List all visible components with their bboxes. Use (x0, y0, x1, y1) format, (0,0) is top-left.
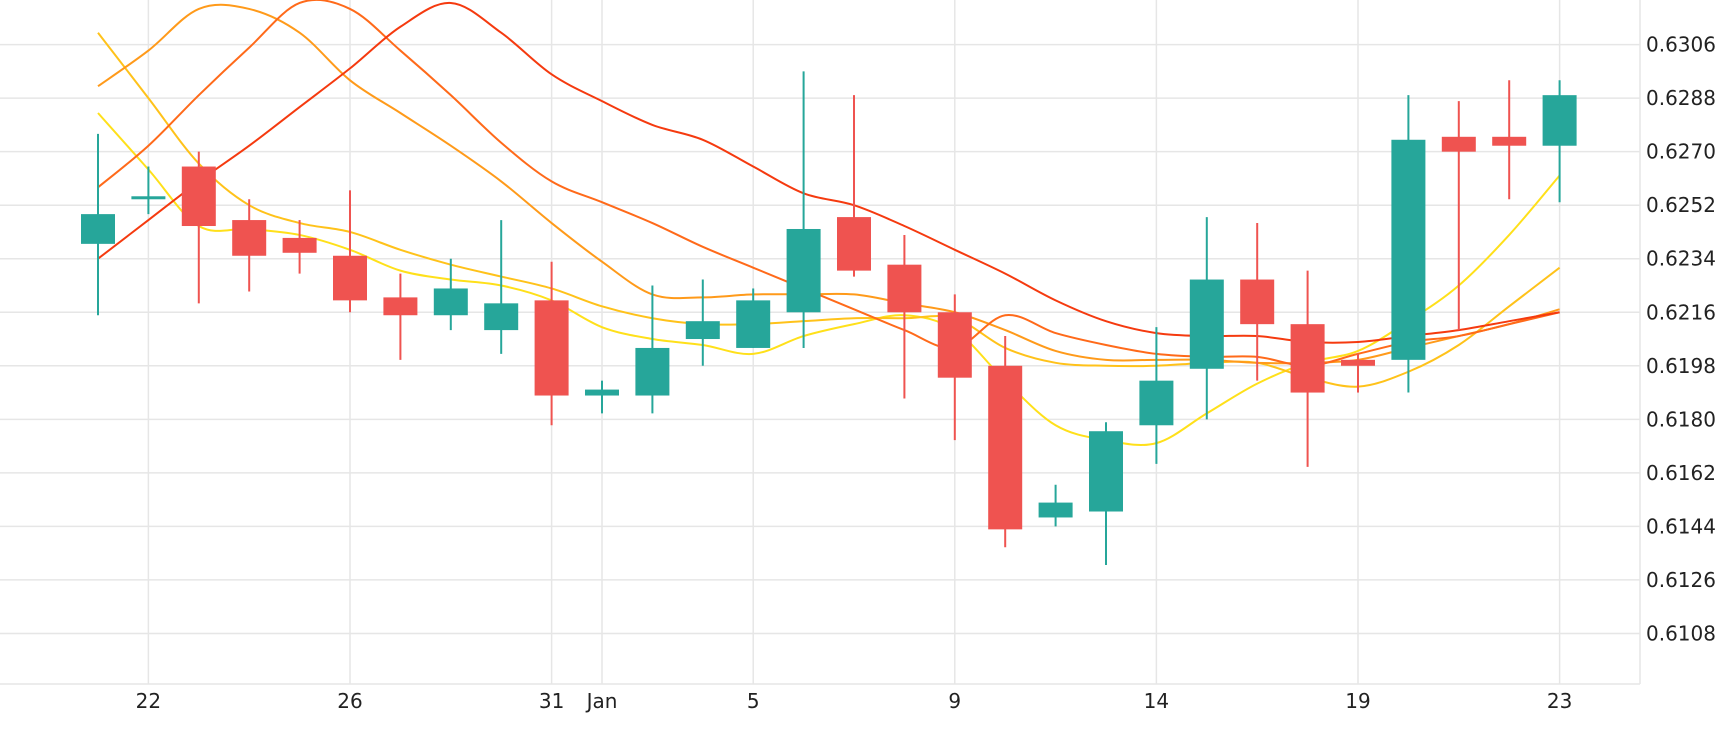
candle-up (131, 166, 166, 215)
candle-down (1341, 353, 1375, 393)
candle-up (1189, 217, 1224, 420)
x-axis-labels: 22 26 31 Jan 5 9 14 19 23 (136, 689, 1573, 713)
candle-body (181, 166, 216, 227)
candle-down (887, 234, 922, 399)
y-tick-label: 0.6234 (1646, 247, 1716, 271)
candle-body (635, 347, 670, 396)
y-tick-label: 0.6306 (1646, 33, 1716, 57)
y-tick-label: 0.6144 (1646, 514, 1716, 538)
candle-down (837, 95, 871, 277)
candle-body (736, 300, 771, 348)
candle-up (81, 133, 115, 316)
candle-body (1038, 502, 1073, 518)
candle-up (1089, 422, 1123, 566)
candle-body (1089, 431, 1123, 512)
candle-up (786, 71, 821, 348)
candle-down (1290, 270, 1325, 467)
candle-body (333, 255, 367, 301)
candle-body (988, 365, 1023, 530)
x-tick-label: 23 (1547, 689, 1572, 713)
x-tick-label: 5 (747, 689, 760, 713)
candle-up (433, 258, 468, 331)
candle-body (685, 321, 720, 340)
x-tick-label: 19 (1345, 689, 1370, 713)
candle-down (1492, 80, 1527, 200)
y-tick-label: 0.6252 (1646, 193, 1716, 217)
moving-average-line-2 (97, 32, 1561, 388)
candle-body (937, 312, 972, 378)
candle-down (383, 273, 418, 360)
candle-body (484, 303, 519, 331)
candle-body (1441, 136, 1476, 152)
candle-body (837, 217, 871, 271)
candle-down (282, 220, 317, 274)
moving-average-line-1 (97, 112, 1561, 446)
candle-up (1139, 327, 1174, 464)
candle-body (81, 214, 115, 244)
candle-body (1492, 136, 1527, 146)
moving-average-line-5 (97, 1, 1560, 344)
candle-down (1441, 101, 1476, 331)
y-tick-label: 0.6270 (1646, 140, 1716, 164)
y-tick-label: 0.6288 (1646, 86, 1716, 110)
candle-down (1240, 223, 1275, 381)
candle-body (1290, 324, 1325, 393)
candles (81, 71, 1577, 566)
candle-body (1240, 279, 1275, 325)
candle-body (1341, 359, 1375, 366)
moving-average-line-3 (97, 3, 1560, 365)
candle-body (1391, 139, 1426, 360)
candle-up (1542, 80, 1577, 203)
candle-down (534, 261, 569, 426)
y-tick-label: 0.6198 (1646, 354, 1716, 378)
moving-average-lines (97, 0, 1561, 446)
y-tick-label: 0.6108 (1646, 621, 1716, 645)
x-tick-label: 14 (1144, 689, 1169, 713)
candle-body (131, 196, 166, 200)
candle-body (383, 297, 418, 316)
moving-average-line-4 (97, 0, 1560, 367)
candle-up (736, 288, 771, 348)
x-tick-label: Jan (585, 689, 618, 713)
candle-body (585, 389, 619, 396)
y-axis-labels: 0.6108 0.6126 0.6144 0.6162 0.6180 0.6198 0.62… (1646, 33, 1716, 646)
candle-down (232, 199, 267, 292)
candle-up (585, 380, 619, 414)
candle-down (333, 190, 367, 313)
x-tick-label: 26 (337, 689, 362, 713)
candle-up (1038, 484, 1073, 527)
candle-body (887, 264, 922, 313)
candle-body (1139, 380, 1174, 426)
candle-up (484, 220, 519, 354)
x-tick-label: 9 (948, 689, 961, 713)
candle-up (1391, 95, 1426, 393)
candle-up (635, 285, 670, 414)
candle-down (988, 336, 1023, 548)
candle-body (534, 300, 569, 396)
y-tick-label: 0.6216 (1646, 300, 1716, 324)
candle-body (1542, 95, 1577, 146)
y-tick-label: 0.6126 (1646, 568, 1716, 592)
candle-down (181, 151, 216, 304)
y-tick-label: 0.6162 (1646, 461, 1716, 485)
candle-body (786, 228, 821, 313)
x-tick-label: 31 (539, 689, 564, 713)
candle-down (937, 294, 972, 441)
candle-body (1189, 279, 1224, 369)
x-tick-label: 22 (136, 689, 161, 713)
candle-body (232, 220, 267, 256)
candle-body (433, 288, 468, 316)
candle-body (282, 237, 317, 253)
y-tick-label: 0.6180 (1646, 407, 1716, 431)
candle-up (685, 279, 720, 366)
